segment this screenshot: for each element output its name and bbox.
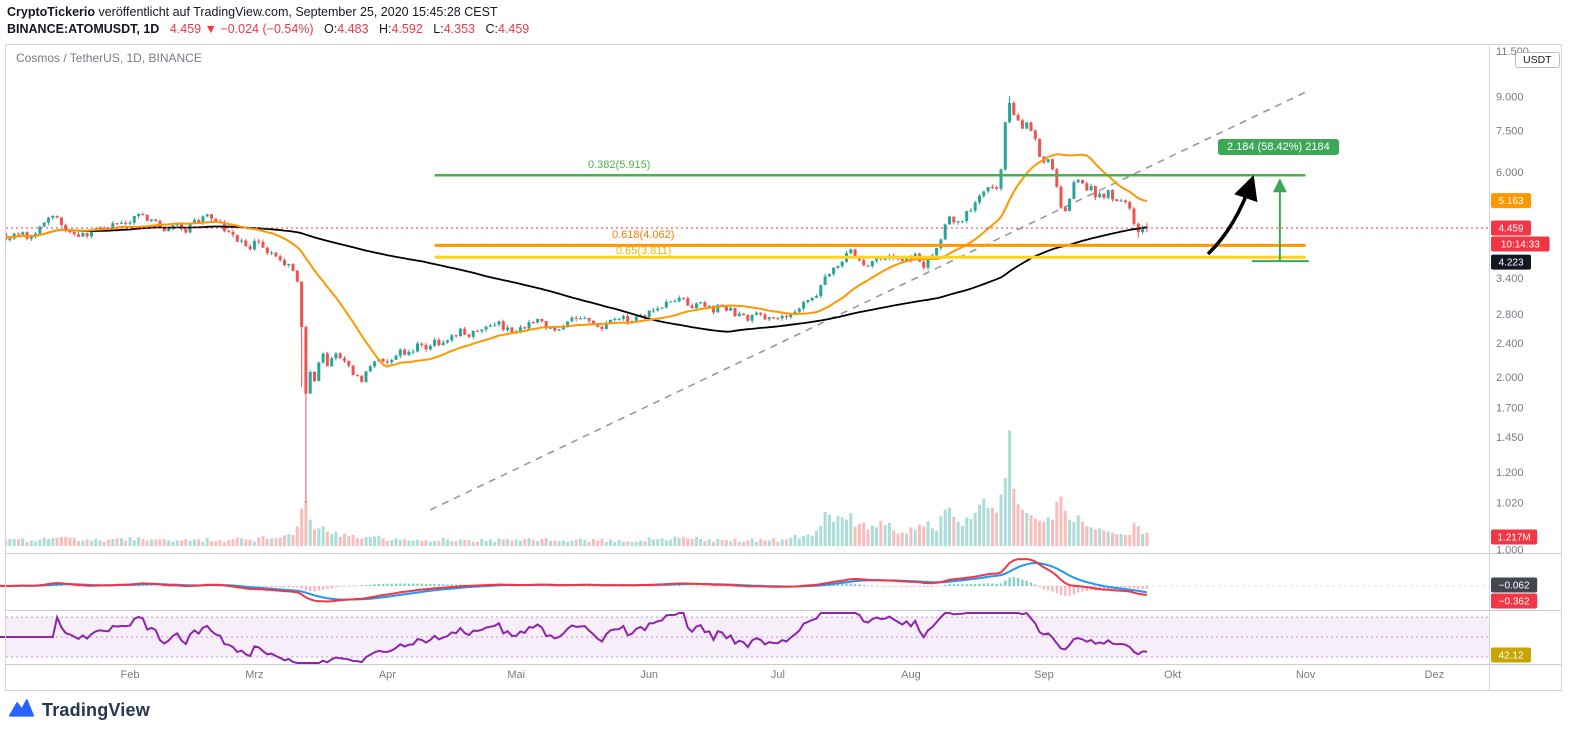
axis-badge-4223 — [1491, 254, 1531, 270]
axis-badge-0062 — [1491, 577, 1538, 593]
axis-badge-0362 — [1491, 593, 1538, 609]
ma-fast-line — [6, 153, 1148, 368]
svg-text:4.223: 4.223 — [1498, 258, 1523, 269]
fib-level-0382-label: 0.382(5.915) — [588, 159, 651, 171]
price-axis-tick: 1.020 — [1496, 498, 1524, 510]
moving-averages — [6, 153, 1148, 368]
macd-line — [0, 557, 1148, 603]
symbol-label: BINANCE:ATOMUSDT, 1D — [7, 22, 160, 36]
svg-text:−0.362: −0.362 — [1499, 597, 1530, 608]
publisher-name: CryptoTickerio — [7, 5, 95, 19]
time-axis-label: Dez — [1425, 669, 1445, 681]
price-scale-unit-button[interactable]: USDT — [1515, 52, 1560, 68]
price-axis-tick: 2.400 — [1496, 338, 1524, 350]
ohlc-low: L:4.353 — [433, 22, 475, 36]
published-text: veröffentlicht auf TradingView.com, Sept… — [95, 5, 498, 19]
rsi-pane — [0, 611, 1489, 664]
price-change: ▼ −0.024 (−0.54%) — [204, 22, 314, 36]
time-axis-label: Nov — [1296, 669, 1316, 681]
price-axis-tick: 1.200 — [1496, 467, 1524, 479]
time-axis-label: Aug — [901, 669, 921, 681]
axis-badge-101433 — [1491, 236, 1550, 252]
ma-slow-line — [6, 225, 1148, 333]
time-axis: Feb Mrz Apr Mai Jun Jul Aug Sep Okt Nov Dez — [121, 669, 1445, 681]
macd-signal-line — [0, 561, 1148, 601]
drawing-annotations — [1206, 175, 1309, 263]
price-axis-tick: 1.450 — [1496, 432, 1524, 444]
fib-level-0618-label: 0.618(4.062) — [612, 229, 675, 241]
time-axis-label: Sep — [1034, 669, 1054, 681]
last-price: 4.459 — [169, 22, 202, 36]
ohlc-open: O:4.483 — [324, 22, 369, 36]
svg-text:−0.062: −0.062 — [1499, 581, 1530, 592]
axis-badge-4212 — [1491, 647, 1531, 663]
svg-text:42.12: 42.12 — [1498, 651, 1523, 662]
tradingview-logo-icon — [8, 696, 35, 725]
fib-retracement-lines — [434, 174, 1306, 259]
price-axis-tick: 2.000 — [1496, 372, 1524, 384]
time-axis-label: Okt — [1164, 669, 1181, 681]
price-axis-tick: 1.700 — [1496, 402, 1524, 414]
price-axis-tick: 6.000 — [1496, 167, 1524, 179]
price-axis-tick: 9.000 — [1496, 92, 1524, 104]
fib-level-065-label: 0.65(3.811) — [616, 245, 672, 257]
volume-series — [6, 430, 1149, 547]
svg-text:5.163: 5.163 — [1498, 196, 1523, 207]
price-axis: 11.5009.0007.5006.0003.4002.8002.4002.00… — [1491, 46, 1550, 663]
chart-header-line1: CryptoTickerio veröffentlicht auf Tradin… — [7, 5, 498, 19]
time-axis-label: Mai — [507, 669, 525, 681]
chart-header-line2: BINANCE:ATOMUSDT, 1D 4.459 ▼ −0.024 (−0.… — [7, 22, 529, 36]
price-axis-tick: 3.400 — [1496, 273, 1524, 285]
pane-separators — [5, 44, 1562, 691]
time-axis-label: Mrz — [245, 669, 263, 681]
price-range-measure-badge: 2.184 (58.42%) 2184 — [1218, 139, 1339, 155]
price-axis-tick: 1.000 — [1496, 545, 1524, 557]
tradingview-attribution[interactable]: TradingView — [8, 696, 150, 725]
time-axis-label: Apr — [379, 669, 396, 681]
tradingview-wordmark: TradingView — [42, 700, 150, 720]
svg-text:1.217M: 1.217M — [1497, 533, 1530, 544]
time-axis-label: Jul — [771, 669, 785, 681]
ohlc-high: H:4.592 — [379, 22, 423, 36]
axis-badge-5163 — [1491, 193, 1531, 209]
price-axis-tick: 7.500 — [1496, 126, 1524, 138]
rsi-line — [0, 611, 1147, 664]
time-axis-label: Feb — [121, 669, 140, 681]
price-axis-tick: 2.800 — [1496, 309, 1524, 321]
svg-text:4.459: 4.459 — [1498, 224, 1523, 235]
symbol-watermark: Cosmos / TetherUS, 1D, BINANCE — [16, 51, 202, 65]
trend-line — [429, 91, 1306, 511]
svg-text:10:14:33: 10:14:33 — [1501, 240, 1540, 251]
time-axis-label: Jun — [640, 669, 658, 681]
axis-badge-4459 — [1491, 220, 1531, 236]
ohlc-close: C:4.459 — [485, 22, 530, 36]
macd-pane — [0, 557, 1489, 603]
axis-badge-1217M — [1491, 529, 1538, 545]
